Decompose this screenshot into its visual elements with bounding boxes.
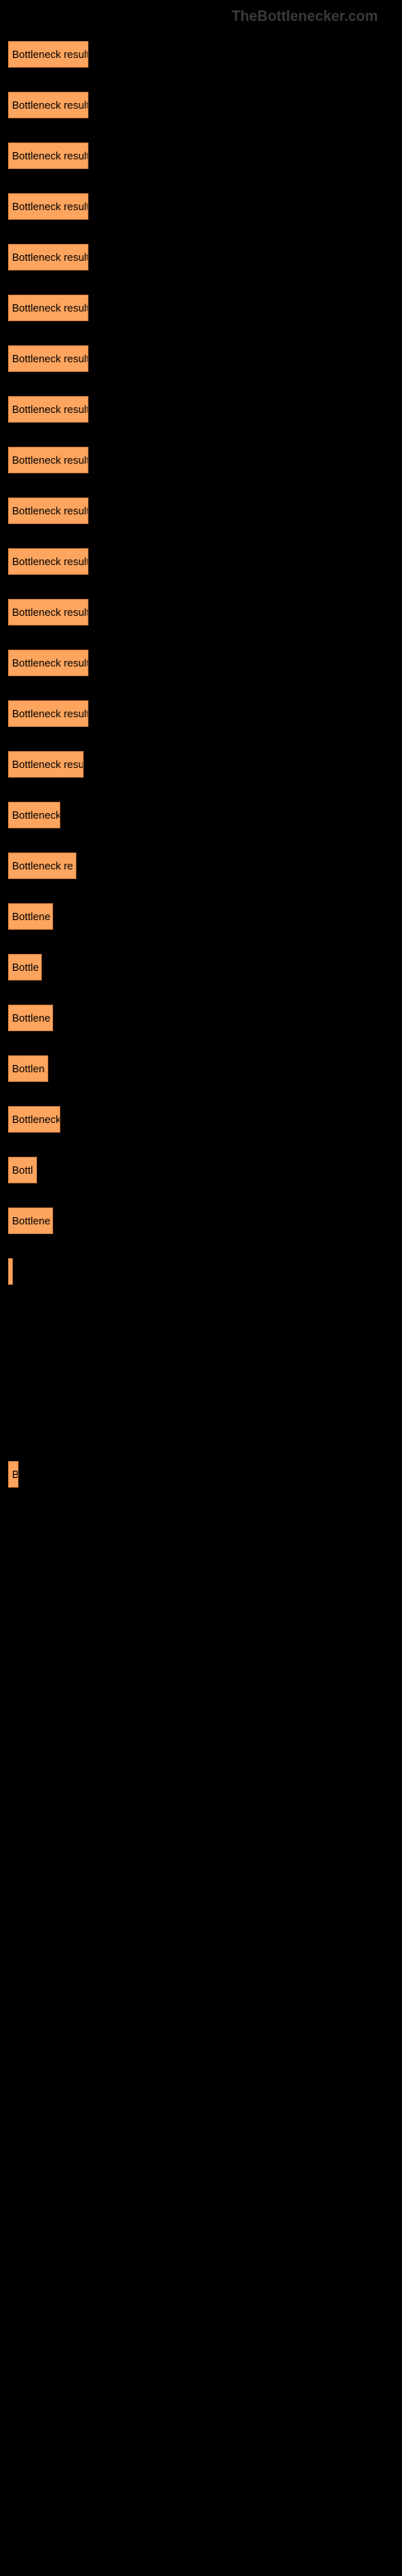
- bar-row: [8, 2526, 394, 2553]
- bar: Bottlene: [8, 1005, 53, 1031]
- bar: B: [8, 1461, 18, 1488]
- bar: Bottleneck result: [8, 447, 88, 473]
- bar: Bottleneck resu: [8, 751, 84, 778]
- bar: Bottleneck result: [8, 92, 88, 118]
- watermark: TheBottlenecker.com: [8, 8, 394, 25]
- bar: Bottlen: [8, 1055, 48, 1082]
- bar-row: Bottleneck result: [8, 193, 394, 220]
- bar: Bottleneck: [8, 802, 60, 828]
- bar: Bottleneck result: [8, 41, 88, 68]
- bar-row: [8, 2374, 394, 2401]
- bar: Bottlene: [8, 903, 53, 930]
- bar-row: Bottlene: [8, 1005, 394, 1031]
- bar-chart: Bottleneck result Bottleneck result Bottle…: [8, 41, 394, 2553]
- bar: Bottle: [8, 954, 42, 980]
- bar: Bottleneck result: [8, 295, 88, 321]
- bar-row: Bottlene: [8, 903, 394, 930]
- bar-row: Bottleneck resu: [8, 751, 394, 778]
- bar-row: [8, 2323, 394, 2350]
- bar: Bottleneck result: [8, 700, 88, 727]
- bar-row: Bottleneck result: [8, 244, 394, 270]
- bar-row: Bottleneck result: [8, 700, 394, 727]
- bar-row: B: [8, 1461, 394, 1488]
- bar: Bottleneck result: [8, 142, 88, 169]
- bar-row: Bottl: [8, 1157, 394, 1183]
- bar: Bottleneck result: [8, 244, 88, 270]
- bar-row: [8, 1867, 394, 1893]
- bar-row: [8, 1968, 394, 1995]
- bar-row: [8, 2475, 394, 2502]
- bar-row: [8, 1512, 394, 1538]
- bar-row: Bottleneck re: [8, 852, 394, 879]
- bar-row: Bottleneck result: [8, 41, 394, 68]
- bar: Bottleneck result: [8, 193, 88, 220]
- bar-row: [8, 2019, 394, 2046]
- bar-row: Bottleneck result: [8, 650, 394, 676]
- bar-row: Bottleneck result: [8, 142, 394, 169]
- bar-row: Bottleneck: [8, 802, 394, 828]
- bar: Bottleneck: [8, 1106, 60, 1133]
- bar-row: [8, 2120, 394, 2147]
- bar-row: Bottleneck result: [8, 497, 394, 524]
- bar-row: [8, 2171, 394, 2198]
- bar: Bottleneck result: [8, 599, 88, 625]
- bar-row: Bottleneck result: [8, 447, 394, 473]
- bar-row: [8, 1918, 394, 1944]
- bar-row: Bottleneck result: [8, 599, 394, 625]
- bar-row: Bottleneck result: [8, 345, 394, 372]
- bar-row: [8, 2425, 394, 2451]
- bar-row: [8, 1563, 394, 1589]
- bar-row: [8, 1765, 394, 1792]
- bar: Bottleneck result: [8, 497, 88, 524]
- bar: [8, 1258, 13, 1285]
- bar-row: Bottlen: [8, 1055, 394, 1082]
- bar: Bottl: [8, 1157, 37, 1183]
- bar: Bottleneck re: [8, 852, 76, 879]
- bar-row: Bottleneck result: [8, 92, 394, 118]
- bar-row: Bottleneck result: [8, 548, 394, 575]
- bar: Bottleneck result: [8, 396, 88, 423]
- bar-row: [8, 2273, 394, 2299]
- bar-row: [8, 1309, 394, 1335]
- bar-row: [8, 1410, 394, 1437]
- bar-row: [8, 1613, 394, 1640]
- bar-row: Bottleneck result: [8, 295, 394, 321]
- bar-row: [8, 1816, 394, 1843]
- bar: Bottleneck result: [8, 345, 88, 372]
- bar-row: Bottle: [8, 954, 394, 980]
- bar-row: [8, 2222, 394, 2248]
- bar-row: [8, 1258, 394, 1285]
- bar-row: Bottleneck: [8, 1106, 394, 1133]
- bar-row: [8, 1715, 394, 1741]
- bar-row: [8, 2070, 394, 2096]
- bar: Bottleneck result: [8, 548, 88, 575]
- bar: Bottleneck result: [8, 650, 88, 676]
- bar: Bottlene: [8, 1208, 53, 1234]
- bar-row: Bottlene: [8, 1208, 394, 1234]
- bar-row: Bottleneck result: [8, 396, 394, 423]
- bar-row: [8, 1664, 394, 1690]
- bar-row: [8, 1360, 394, 1386]
